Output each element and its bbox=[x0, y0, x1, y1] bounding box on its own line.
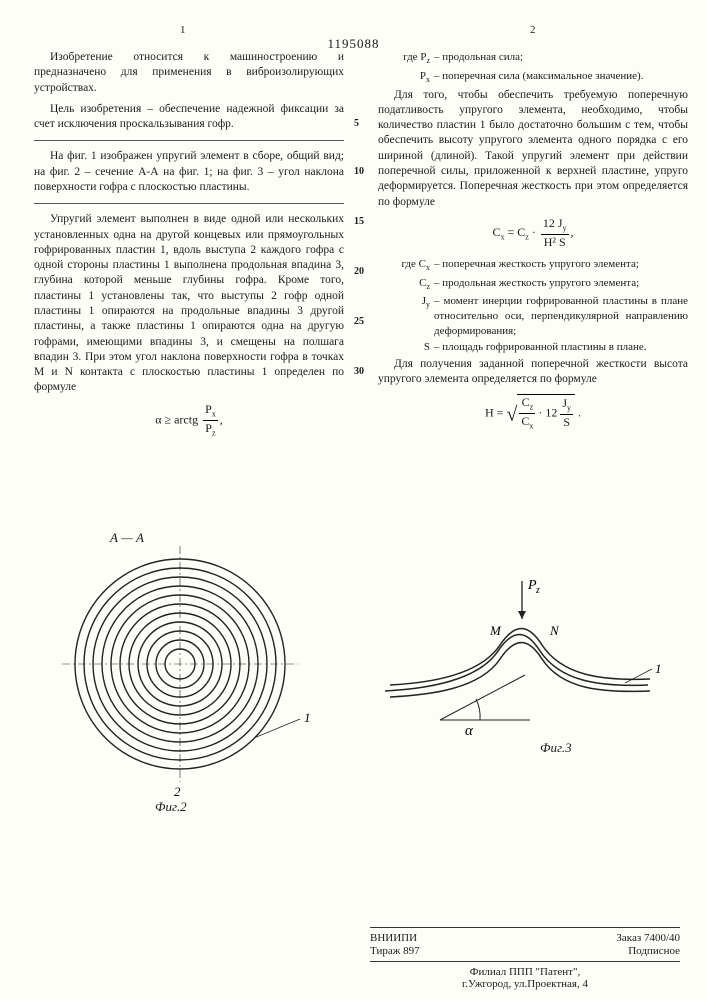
svg-text:1: 1 bbox=[304, 710, 311, 725]
footer-rule bbox=[370, 927, 680, 928]
figure-2: 12 Фиг.2 bbox=[60, 544, 320, 809]
f: y bbox=[567, 403, 571, 412]
f: · 12 bbox=[538, 405, 557, 419]
sym-sub: z bbox=[426, 282, 430, 291]
svg-text:α: α bbox=[465, 723, 474, 739]
page: 1 2 1195088 5 10 15 20 25 30 Изобретение… bbox=[0, 0, 707, 1000]
formula-cx: Cx = Cz · 12 Jy H² S , bbox=[378, 216, 688, 251]
where-text: – поперечная сила (максимальное значение… bbox=[434, 69, 688, 86]
f: . bbox=[578, 405, 581, 419]
f: C bbox=[522, 395, 530, 409]
where-block: где Pz – продольная сила; Px – поперечна… bbox=[398, 50, 688, 86]
f: H² S bbox=[541, 235, 569, 251]
f: C bbox=[492, 225, 500, 239]
lineno: 10 bbox=[354, 166, 364, 177]
column-left: Изобретение относится к машиностроению и… bbox=[34, 50, 344, 445]
para: На фиг. 1 изображен упругий элемент в сб… bbox=[34, 149, 344, 195]
sym-sub: z bbox=[426, 56, 430, 65]
sym: C bbox=[419, 258, 426, 270]
sym: S bbox=[424, 341, 430, 353]
f: · bbox=[532, 225, 536, 239]
where-text: – площадь гофрированной пластины в плане… bbox=[434, 340, 688, 355]
where-lead: где bbox=[403, 51, 417, 63]
f: z bbox=[525, 233, 529, 242]
col2-num: 2 bbox=[530, 24, 536, 36]
where-text: – продольная сила; bbox=[434, 50, 688, 67]
figures: А — А 12 Фиг.2 PzMNα1 Фиг.3 ВНИИПИ Заказ… bbox=[0, 530, 707, 1000]
formula-alpha: α ≥ arctg Px Pz , bbox=[34, 402, 344, 439]
para: Цель изобретения – обеспечение надежной … bbox=[34, 102, 344, 133]
lineno: 15 bbox=[354, 216, 364, 227]
para: Изобретение относится к машиностроению и… bbox=[34, 50, 344, 96]
footer-org: ВНИИПИ bbox=[370, 932, 417, 944]
fig3-label: Фиг.3 bbox=[540, 740, 572, 756]
footer-addr2: г.Ужгород, ул.Проектная, 4 bbox=[370, 978, 680, 990]
where-block: где Cx – поперечная жесткость упругого эл… bbox=[398, 257, 688, 355]
svg-text:M: M bbox=[489, 623, 502, 638]
f-den-sub: z bbox=[212, 428, 216, 437]
footer: ВНИИПИ Заказ 7400/40 Тираж 897 Подписное… bbox=[370, 923, 680, 990]
f: x bbox=[529, 421, 533, 430]
lineno: 5 bbox=[354, 118, 359, 129]
figure-3: PzMNα1 Фиг.3 bbox=[370, 575, 670, 750]
f: 12 J bbox=[543, 216, 563, 230]
footer-order: Заказ 7400/40 bbox=[616, 932, 680, 944]
para: Для получения заданной поперечной жестко… bbox=[378, 357, 688, 388]
svg-text:2: 2 bbox=[174, 784, 181, 799]
footer-addr1: Филиал ППП "Патент", bbox=[370, 966, 680, 978]
f-lhs: α ≥ arctg bbox=[155, 412, 198, 426]
fig2-label: Фиг.2 bbox=[155, 799, 187, 815]
sym-sub: x bbox=[426, 75, 430, 84]
f: H = bbox=[485, 405, 503, 419]
f-den: P bbox=[205, 421, 212, 435]
footer-sub: Подписное bbox=[628, 945, 680, 957]
para: Для того, чтобы обеспечить требуемую поп… bbox=[378, 88, 688, 210]
f-num-sub: x bbox=[212, 409, 216, 418]
fig3-svg: PzMNα1 bbox=[370, 575, 670, 745]
svg-text:1: 1 bbox=[655, 661, 662, 676]
lineno: 25 bbox=[354, 316, 364, 327]
sym-sub: x bbox=[426, 263, 430, 272]
column-right: где Pz – продольная сила; Px – поперечна… bbox=[378, 50, 688, 438]
f: , bbox=[571, 225, 574, 239]
f: S bbox=[560, 415, 573, 431]
footer-rule bbox=[370, 961, 680, 962]
col1-num: 1 bbox=[180, 24, 186, 36]
f-num: P bbox=[205, 402, 212, 416]
separator bbox=[34, 203, 344, 204]
f: = C bbox=[508, 225, 526, 239]
where-text: – момент инерции гофрированной пластины … bbox=[434, 294, 688, 338]
fig2-svg: 12 bbox=[60, 544, 320, 804]
f: z bbox=[530, 402, 534, 411]
sym-sub: y bbox=[426, 301, 430, 310]
where-lead: где bbox=[401, 258, 415, 270]
svg-text:z: z bbox=[535, 585, 540, 596]
lineno: 20 bbox=[354, 266, 364, 277]
formula-h: H = √ Cz Cx · 12 Jy S . bbox=[378, 394, 688, 432]
f-tail: , bbox=[220, 412, 223, 426]
separator bbox=[34, 140, 344, 141]
footer-tirazh: Тираж 897 bbox=[370, 945, 420, 957]
where-text: – поперечная жесткость упругого элемента… bbox=[434, 257, 688, 274]
f: y bbox=[563, 223, 567, 232]
para: Упругий элемент выполнен в виде одной ил… bbox=[34, 212, 344, 395]
svg-text:N: N bbox=[549, 623, 560, 638]
lineno: 30 bbox=[354, 366, 364, 377]
f: x bbox=[501, 233, 505, 242]
where-text: – продольная жесткость упругого элемента… bbox=[434, 276, 688, 293]
